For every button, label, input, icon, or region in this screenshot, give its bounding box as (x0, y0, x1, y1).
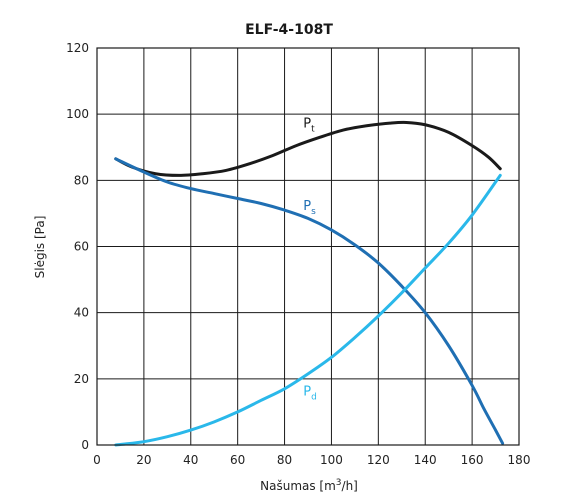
plot-frame (96, 47, 520, 446)
x-tick-label-8: 160 (461, 453, 484, 467)
x-tick-label-1: 20 (136, 453, 151, 467)
series-label-sub-pt: t (311, 124, 315, 134)
series-line-pd (114, 173, 502, 447)
chart-title: ELF-4-108T (245, 22, 333, 38)
x-tick-label-5: 100 (320, 453, 343, 467)
y-tick-label-6: 120 (66, 41, 89, 55)
tick-labels: 0 20 40 60 80 100 120 140 160 180 0 20 40 60 80 100 120 (66, 41, 530, 467)
x-axis-label-sup: 3 (336, 478, 342, 488)
y-tick-label-4: 80 (74, 173, 89, 187)
x-tick-label-4: 80 (277, 453, 292, 467)
x-axis-label-suffix: /h] (342, 479, 358, 493)
y-tick-label-3: 60 (74, 240, 89, 254)
series-label-ps: Ps (303, 199, 316, 217)
y-tick-label-5: 100 (66, 107, 89, 121)
series-label-pd: Pd (303, 384, 317, 402)
x-axis-label: Našumas [m3/h] (260, 478, 358, 493)
series-label-main-pd: P (303, 384, 311, 399)
plot-border (96, 47, 520, 446)
series-label-sub-ps: s (311, 207, 316, 217)
x-tick-label-3: 60 (230, 453, 245, 467)
x-tick-label-9: 180 (508, 453, 531, 467)
x-tick-label-2: 40 (183, 453, 198, 467)
y-axis-label: Slėgis [Pa] (33, 216, 47, 279)
series-label-main-ps: P (303, 199, 311, 214)
series-label-pt: Pt (303, 116, 315, 134)
x-axis-label-prefix: Našumas [m (260, 479, 336, 493)
series-label-sub-pd: d (311, 392, 317, 402)
x-tick-label-7: 140 (414, 453, 437, 467)
x-tick-label-6: 120 (367, 453, 390, 467)
series-lines (114, 120, 505, 447)
y-tick-label-1: 20 (74, 372, 89, 386)
y-tick-label-2: 40 (74, 306, 89, 320)
series-line-ps (114, 157, 505, 445)
x-tick-label-0: 0 (93, 453, 101, 467)
series-label-main-pt: P (303, 116, 311, 131)
series-line-pt (114, 120, 502, 177)
y-tick-label-0: 0 (81, 438, 89, 452)
